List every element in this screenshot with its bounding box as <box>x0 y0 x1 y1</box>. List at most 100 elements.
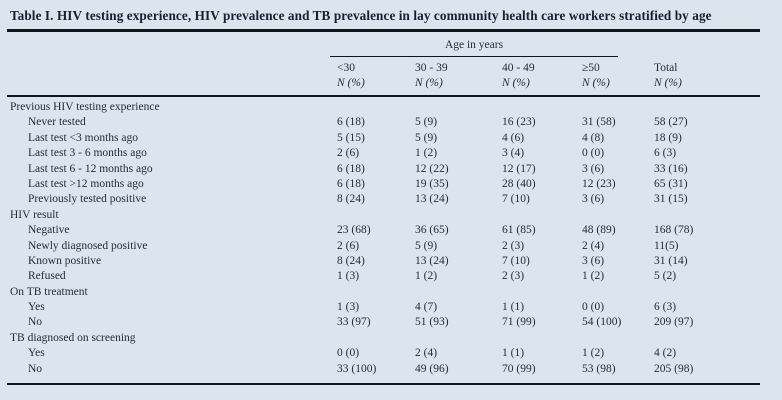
row-label: No <box>28 362 43 375</box>
value-cell: 6 (3) <box>654 147 677 160</box>
value-cell: 1 (3) <box>337 270 360 283</box>
table-row: No 33 (97) 51 (93) 71 (99) 54 (100) 209 (97) <box>0 315 782 330</box>
value-cell: 5 (15) <box>337 131 365 144</box>
value-cell: 28 (40) <box>502 177 536 190</box>
value-cell: 1 (1) <box>502 301 525 314</box>
value-cell: 205 (98) <box>654 362 694 375</box>
value-cell: 1 (2) <box>582 347 605 360</box>
value-cell: 209 (97) <box>654 316 694 329</box>
value-cell: 2 (4) <box>582 239 605 252</box>
value-cell: 1 (2) <box>415 270 438 283</box>
column-subheader: N (%) <box>337 77 365 89</box>
value-cell: 16 (23) <box>502 116 536 129</box>
section-header-label: On TB treatment <box>10 285 88 298</box>
value-cell: 5 (9) <box>415 239 438 252</box>
column-subheader: N (%) <box>654 77 682 89</box>
row-label: Previously tested positive <box>28 193 147 206</box>
column-subheader: N (%) <box>415 77 443 89</box>
table-row: Yes 0 (0) 2 (4) 1 (1) 1 (2) 4 (2) <box>0 346 782 361</box>
value-cell: 168 (78) <box>654 224 694 237</box>
value-cell: 0 (0) <box>337 347 360 360</box>
column-header-row: <30 30 - 39 40 - 49 ≥50 Total <box>0 57 782 76</box>
value-cell: 4 (7) <box>415 301 438 314</box>
table-body: Previous HIV testing experience Never tes… <box>0 97 782 377</box>
value-cell: 1 (2) <box>582 270 605 283</box>
header-rule <box>7 95 760 97</box>
row-label: Yes <box>28 301 45 314</box>
value-cell: 53 (98) <box>582 362 616 375</box>
section-header-row: HIV result <box>0 208 782 223</box>
value-cell: 23 (68) <box>337 224 371 237</box>
section-header-label: Previous HIV testing experience <box>10 101 160 113</box>
column-subheader-row: N (%) N (%) N (%) N (%) N (%) <box>0 76 782 91</box>
section-header-row: On TB treatment <box>0 285 782 300</box>
title-rule <box>7 29 760 32</box>
value-cell: 6 (18) <box>337 162 365 175</box>
value-cell: 13 (24) <box>415 193 449 206</box>
value-cell: 4 (2) <box>654 347 677 360</box>
row-label-spacer <box>0 61 337 76</box>
table-row: Previously tested positive 8 (24) 13 (24) 7… <box>0 192 782 207</box>
value-cell: 1 (3) <box>337 301 360 314</box>
value-cell: 36 (65) <box>415 224 449 237</box>
value-cell: 0 (0) <box>582 147 605 160</box>
column-subheader: N (%) <box>582 77 610 89</box>
value-cell: 7 (10) <box>502 254 530 267</box>
value-cell: 54 (100) <box>582 316 622 329</box>
value-cell: 33 (100) <box>337 362 377 375</box>
column-header: ≥50 <box>582 62 600 74</box>
value-cell: 3 (6) <box>582 193 605 206</box>
section-header-label: TB diagnosed on screening <box>10 331 136 344</box>
value-cell: 2 (3) <box>502 239 525 252</box>
value-cell: 33 (16) <box>654 162 688 175</box>
table-row: Last test 6 - 12 months ago 6 (18) 12 (22)… <box>0 162 782 177</box>
value-cell: 71 (99) <box>502 316 536 329</box>
value-cell: 3 (6) <box>582 162 605 175</box>
value-cell: 58 (27) <box>654 116 688 129</box>
value-cell: 18 (9) <box>654 131 682 144</box>
value-cell: 2 (6) <box>337 147 360 160</box>
value-cell: 12 (22) <box>415 162 449 175</box>
value-cell: 6 (3) <box>654 301 677 314</box>
age-group-header: Age in years <box>444 39 504 51</box>
value-cell: 2 (4) <box>415 347 438 360</box>
row-label: Known positive <box>28 254 102 267</box>
row-label: Last test 3 - 6 months ago <box>28 147 147 160</box>
value-cell: 3 (6) <box>582 254 605 267</box>
row-label: Last test 6 - 12 months ago <box>28 162 153 175</box>
row-label: Yes <box>28 347 45 360</box>
row-label: Newly diagnosed positive <box>28 239 148 252</box>
bottom-rule <box>7 383 760 386</box>
value-cell: 3 (4) <box>502 147 525 160</box>
table-row: Known positive 8 (24) 13 (24) 7 (10) 3 (6) 31… <box>0 254 782 269</box>
value-cell: 2 (6) <box>337 239 360 252</box>
value-cell: 31 (58) <box>582 116 616 129</box>
column-header: 30 - 39 <box>415 62 448 74</box>
column-header: <30 <box>337 62 355 74</box>
row-label: Refused <box>28 270 66 283</box>
value-cell: 5 (9) <box>415 116 438 129</box>
age-group-rule <box>330 56 618 57</box>
value-cell: 1 (2) <box>415 147 438 160</box>
row-label: No <box>28 316 43 329</box>
value-cell: 12 (23) <box>582 177 616 190</box>
section-header-row: Previous HIV testing experience <box>0 100 782 115</box>
value-cell: 12 (17) <box>502 162 536 175</box>
table-row: Refused 1 (3) 1 (2) 2 (3) 1 (2) 5 (2) <box>0 269 782 284</box>
column-header: 40 - 49 <box>502 62 535 74</box>
value-cell: 4 (6) <box>502 131 525 144</box>
row-label-spacer <box>0 76 337 91</box>
value-cell: 1 (1) <box>502 347 525 360</box>
row-label: Negative <box>28 224 70 237</box>
table-row: Last test 3 - 6 months ago 2 (6) 1 (2) 3 (4… <box>0 146 782 161</box>
value-cell: 19 (35) <box>415 177 449 190</box>
value-cell: 11(5) <box>654 239 679 252</box>
value-cell: 51 (93) <box>415 316 449 329</box>
value-cell: 8 (24) <box>337 254 365 267</box>
value-cell: 5 (9) <box>415 131 438 144</box>
value-cell: 70 (99) <box>502 362 536 375</box>
value-cell: 31 (15) <box>654 193 688 206</box>
row-label: Last test >12 months ago <box>28 177 144 190</box>
value-cell: 0 (0) <box>582 301 605 314</box>
value-cell: 4 (8) <box>582 131 605 144</box>
